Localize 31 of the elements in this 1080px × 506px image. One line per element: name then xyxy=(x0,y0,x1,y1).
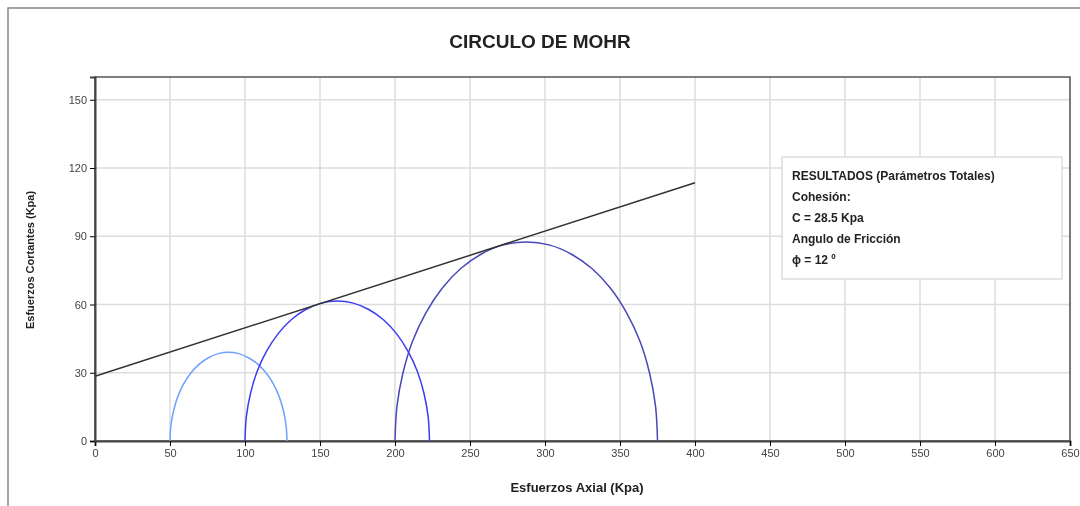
y-tick-label: 60 xyxy=(74,298,87,311)
annotation: Cohesión: xyxy=(792,190,851,204)
x-tick-label: 300 xyxy=(536,446,555,459)
x-tick-label: 400 xyxy=(686,446,705,459)
x-tick-label: 450 xyxy=(761,446,780,459)
y-axis-title: Esfuerzos Cortantes (Kpa) xyxy=(24,190,36,330)
annotation: C = 28.5 Kpa xyxy=(792,211,865,225)
x-tick-label: 600 xyxy=(986,446,1005,459)
annotation: RESULTADOS (Parámetros Totales) xyxy=(792,169,995,183)
annotation: ϕ = 12 º xyxy=(792,253,837,267)
x-axis-title: Esfuerzos Axial (Kpa) xyxy=(510,480,644,495)
y-tick-label: 0 xyxy=(80,435,87,448)
y-tick-label: 120 xyxy=(68,162,87,175)
y-tick-label: 90 xyxy=(74,230,87,243)
x-tick-label: 250 xyxy=(461,446,480,459)
x-tick-label: 650 xyxy=(1061,446,1080,459)
x-tick-label: 500 xyxy=(836,446,855,459)
line-series xyxy=(394,241,659,442)
annotation: Angulo de Fricción xyxy=(792,232,901,246)
x-tick-label: 150 xyxy=(311,446,330,459)
y-tick-label: 30 xyxy=(74,366,87,379)
x-tick-label: 0 xyxy=(92,446,99,459)
line-series xyxy=(169,351,288,442)
x-tick-label: 100 xyxy=(236,446,255,459)
x-tick-label: 350 xyxy=(611,446,630,459)
x-tick-label: 50 xyxy=(164,446,177,459)
y-tick-label: 150 xyxy=(68,93,87,106)
line-series xyxy=(244,300,431,442)
chart-title: CIRCULO DE MOHR xyxy=(449,31,632,52)
x-tick-label: 200 xyxy=(386,446,405,459)
x-tick-label: 550 xyxy=(911,446,930,459)
